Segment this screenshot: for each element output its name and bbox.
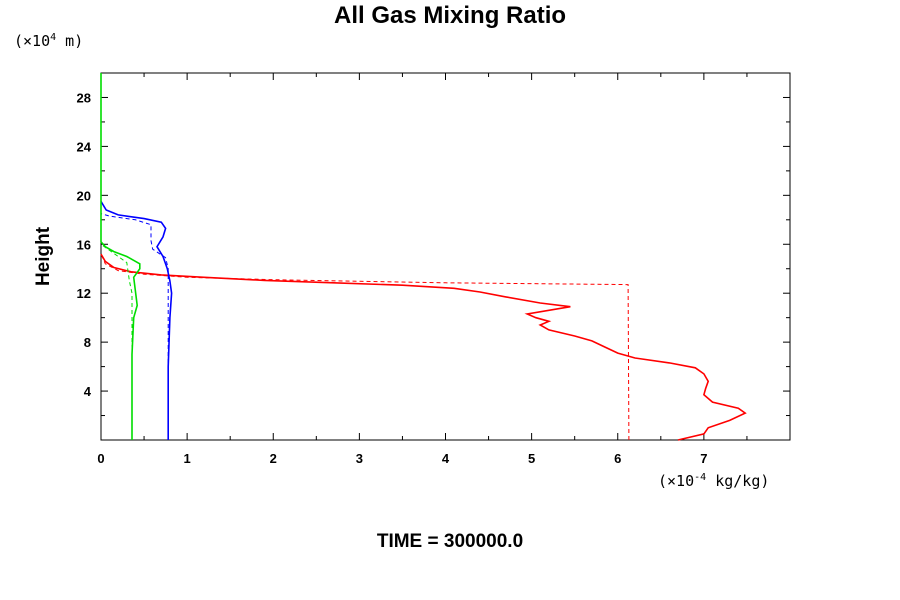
y-tick-label: 4	[84, 384, 92, 399]
x-tick-label: 0	[97, 451, 104, 466]
y-tick-label: 24	[77, 139, 92, 154]
x-tick-label: 3	[356, 451, 363, 466]
time-label: TIME =	[376, 531, 444, 552]
y-tick-label: 16	[77, 237, 91, 252]
x-tick-label: 4	[442, 451, 450, 466]
series-line-6	[100, 243, 133, 440]
x-tick-label: 6	[614, 451, 621, 466]
y-tick-label: 8	[84, 335, 91, 350]
y-tick-label: 20	[77, 188, 91, 203]
x-axis-unit: (×10-4 kg/kg)	[658, 472, 769, 490]
y-axis-label: Height	[33, 226, 54, 286]
x-unit-suffix: kg/kg)	[706, 472, 770, 490]
series-line-5	[100, 73, 141, 440]
time-value: 300000.0	[443, 531, 524, 552]
x-tick-label: 7	[700, 451, 707, 466]
y-tick-label: 12	[77, 286, 91, 301]
series-line-1	[100, 253, 747, 441]
series-line-2	[100, 253, 630, 441]
x-tick-label: 2	[270, 451, 277, 466]
x-unit-exponent: -4	[694, 472, 707, 483]
series-line-4	[100, 213, 169, 440]
y-unit-exponent: 4	[50, 32, 57, 43]
y-axis-unit: (×104 m)	[14, 32, 83, 50]
x-tick-label: 1	[184, 451, 191, 466]
chart-title: All Gas Mixing Ratio	[333, 2, 567, 29]
y-unit-prefix: (×10	[14, 32, 51, 50]
x-tick-label: 5	[528, 451, 535, 466]
plot-frame	[100, 72, 791, 441]
x-unit-prefix: (×10	[658, 472, 695, 490]
y-unit-suffix: m)	[56, 32, 84, 50]
time-footer: TIME = 300000.0	[0, 531, 900, 553]
y-tick-label: 28	[77, 90, 91, 105]
series-line-3	[100, 200, 173, 440]
